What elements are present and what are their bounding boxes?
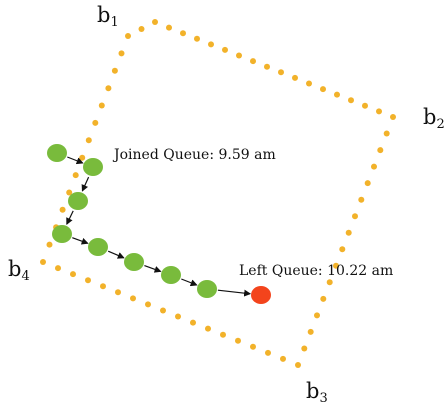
boundary-dot [115,289,121,296]
boundary-dot [79,154,86,161]
boundary-dot [278,69,284,76]
boundary-dot [111,67,118,74]
queue-area-boundary [40,19,396,368]
boundary-dot [250,58,256,65]
boundary-dot [152,19,158,25]
boundary-dot [345,229,352,236]
boundary-dot [295,362,301,368]
boundary-dot [358,196,365,203]
vertex-label-b3: b3 [306,379,328,406]
boundary-dot [118,50,125,57]
boundary-dot [376,108,382,115]
queue-point [88,238,108,256]
boundary-dot [180,30,186,37]
path-arrow [181,278,198,287]
boundary-dot [320,295,327,302]
path-arrow [81,176,90,192]
boundary-dot [280,355,286,362]
path-arrows [66,156,252,297]
boundary-dot [292,74,298,81]
boundary-dot [66,189,73,196]
boundary-dot [166,24,172,31]
boundary-dot [160,307,166,314]
boundary-dot [85,277,91,284]
boundary-dot [72,172,79,179]
boundary-dot [125,33,131,39]
boundary-dot [175,313,181,320]
queue-point [161,266,181,284]
boundary-dot [364,180,371,187]
boundary-dot [194,35,200,42]
path-arrow [217,289,252,297]
boundary-dot [138,26,145,32]
boundary-dot [222,46,228,53]
boundary-dot [40,259,46,265]
boundary-dot [59,206,66,213]
path-arrow [66,210,74,225]
boundary-dot [362,102,368,109]
queue-point [47,144,67,162]
boundary-dot [306,80,312,87]
boundary-dot [190,319,196,326]
boundary-dot [333,262,339,269]
queue-point [197,280,217,298]
exit-point [251,286,271,304]
boundary-dot [339,246,346,253]
boundary-dot [235,337,241,344]
queue-point [52,225,72,243]
boundary-dot [205,325,211,332]
boundary-dot [220,331,226,338]
boundary-dot [307,328,314,335]
left-queue-annotation: Left Queue: 10.22 am [239,263,393,279]
boundary-dot [46,241,53,248]
boundary-dot [55,265,61,272]
boundary-dot [92,119,99,126]
boundary-dot [320,86,326,93]
boundary-dot [250,343,256,350]
boundary-dot [85,137,92,144]
boundary-dot [100,283,106,290]
vertex-label-b4: b4 [8,257,30,284]
boundary-dot [390,114,396,120]
boundary-dot [208,41,214,48]
boundary-dot [145,301,151,308]
path-arrow [72,237,89,245]
boundary-dot [334,91,340,98]
boundary-dot [70,271,76,278]
boundary-dot [265,349,271,356]
vertex-label-b1: b1 [97,3,119,30]
vertex-label-b2: b2 [423,105,445,132]
boundary-dot [377,147,384,154]
boundary-dot [314,312,320,319]
queue-path-points [47,144,271,304]
boundary-dot [105,85,112,92]
boundary-dot [383,130,390,137]
queue-point [83,158,103,176]
boundary-dot [236,52,242,59]
boundary-dot [348,97,354,104]
path-arrow [144,265,162,273]
boundary-dot [264,63,270,70]
queue-point [68,192,88,210]
boundary-dot [301,345,308,352]
path-arrow [107,250,125,259]
boundary-dot [130,295,136,302]
joined-queue-annotation: Joined Queue: 9.59 am [112,147,276,163]
boundary-dot [98,102,105,109]
path-arrow [67,156,84,165]
queue-point [124,253,144,271]
boundary-dot [371,163,377,170]
boundary-dot [326,279,333,286]
boundary-dot [352,213,358,220]
